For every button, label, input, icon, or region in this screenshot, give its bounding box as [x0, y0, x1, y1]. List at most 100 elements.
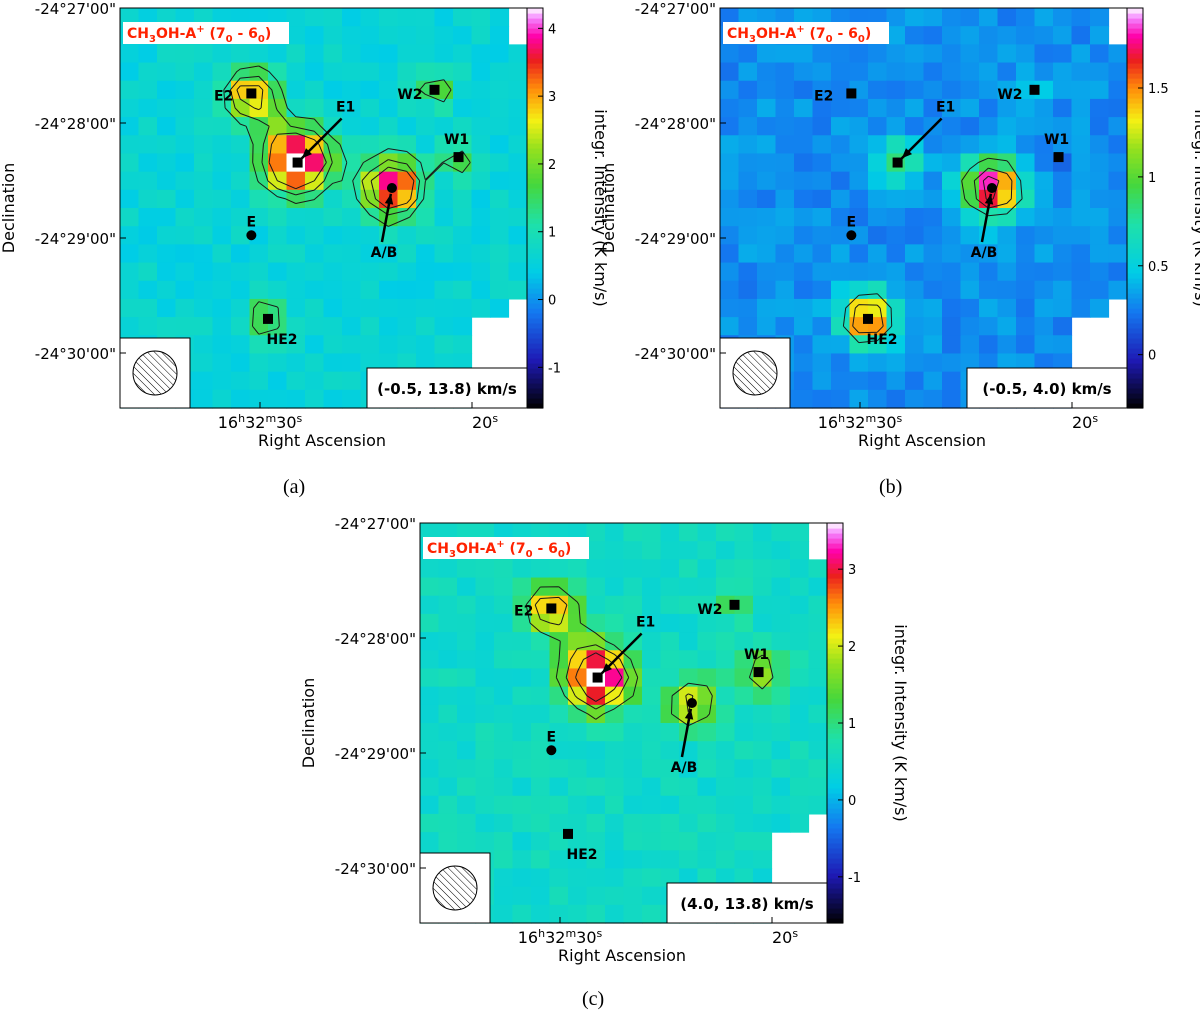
colorbar-step — [1127, 118, 1143, 124]
map-pixel — [1071, 80, 1091, 100]
map-pixel — [720, 208, 740, 227]
map-pixel — [120, 171, 140, 191]
map-pixel — [568, 868, 588, 888]
map-pixel — [490, 26, 510, 45]
colorbar-step — [527, 18, 543, 24]
map-pixel — [849, 117, 869, 136]
map-pixel — [716, 704, 736, 724]
map-pixel — [771, 541, 791, 560]
map-pixel — [249, 389, 269, 409]
source-arrowhead — [901, 148, 913, 159]
map-pixel — [342, 371, 362, 391]
map-pixel — [305, 117, 325, 136]
map-pixel — [979, 317, 999, 336]
map-pixel — [434, 262, 454, 282]
map-pixel — [453, 189, 473, 209]
map-pixel — [886, 189, 906, 209]
map-pixel — [623, 541, 643, 560]
map-pixel — [697, 632, 717, 651]
map-pixel — [475, 832, 495, 851]
map-pixel — [379, 135, 399, 155]
map-pixel — [175, 135, 195, 155]
map-pixel — [231, 62, 251, 82]
colorbar-step — [1127, 188, 1143, 194]
map-pixel — [605, 595, 625, 615]
map-pixel — [286, 208, 306, 227]
map-pixel — [831, 335, 851, 355]
map-pixel — [342, 171, 362, 191]
colorbar-step — [527, 328, 543, 334]
map-pixel — [849, 226, 869, 245]
map-pixel — [697, 832, 717, 851]
map-pixel — [753, 613, 773, 633]
map-pixel — [360, 335, 380, 355]
map-pixel — [831, 317, 851, 336]
map-pixel — [420, 613, 440, 633]
map-pixel — [342, 244, 362, 264]
map-pixel — [790, 686, 810, 706]
map-pixel — [1034, 44, 1054, 64]
map-pixel — [997, 117, 1017, 136]
colorbar-step — [1127, 403, 1143, 409]
map-pixel — [790, 523, 810, 542]
map-pixel — [905, 226, 925, 245]
map-pixel — [286, 44, 306, 64]
colorbar-step — [827, 823, 843, 829]
map-pixel — [268, 44, 288, 64]
map-pixel — [157, 62, 177, 82]
chart-title: CH3OH-A+ (70 - 60) — [427, 539, 571, 560]
colorbar-step — [827, 708, 843, 714]
colorbar-step — [527, 288, 543, 294]
map-pixel — [286, 317, 306, 336]
map-pixel — [194, 298, 214, 318]
map-pixel — [531, 613, 551, 633]
map-pixel — [720, 117, 740, 136]
colorbar-step — [827, 643, 843, 649]
map-pixel — [808, 795, 828, 815]
map-pixel — [979, 262, 999, 282]
map-pixel — [771, 795, 791, 815]
map-pixel — [1034, 189, 1054, 209]
map-pixel — [212, 298, 232, 318]
map-pixel — [212, 389, 232, 409]
map-pixel — [549, 886, 569, 906]
map-pixel — [457, 650, 477, 670]
map-pixel — [1016, 8, 1036, 27]
map-pixel — [1108, 153, 1128, 173]
map-pixel — [434, 189, 454, 209]
map-pixel — [942, 80, 962, 100]
map-pixel — [753, 832, 773, 851]
map-pixel — [679, 541, 699, 560]
map-pixel — [923, 262, 943, 282]
map-pixel — [453, 244, 473, 264]
colorbar-step — [827, 878, 843, 884]
colorbar-step — [1127, 173, 1143, 179]
map-pixel — [812, 135, 832, 155]
map-pixel — [790, 559, 810, 579]
map-pixel — [812, 208, 832, 227]
colorbar-step — [827, 703, 843, 709]
map-pixel — [1071, 280, 1091, 300]
map-pixel — [457, 832, 477, 851]
map-pixel — [923, 62, 943, 82]
panel-caption-c: (c) — [582, 988, 605, 1010]
map-pixel — [886, 44, 906, 64]
map-pixel — [531, 777, 551, 797]
map-pixel — [794, 62, 814, 82]
map-pixel — [1108, 171, 1128, 191]
map-pixel — [753, 723, 773, 742]
map-pixel — [1090, 280, 1110, 300]
map-pixel — [490, 62, 510, 82]
map-pixel — [360, 298, 380, 318]
map-pixel — [286, 353, 306, 373]
source-marker-e1 — [892, 157, 903, 168]
map-pixel — [942, 171, 962, 191]
source-label: W1 — [744, 647, 769, 663]
map-pixel — [771, 523, 791, 542]
map-pixel — [697, 523, 717, 542]
map-pixel — [642, 577, 662, 597]
map-pixel — [1053, 226, 1073, 245]
map-pixel — [249, 135, 269, 155]
x-tick-label: 20s — [1072, 412, 1098, 432]
map-pixel — [905, 98, 925, 118]
